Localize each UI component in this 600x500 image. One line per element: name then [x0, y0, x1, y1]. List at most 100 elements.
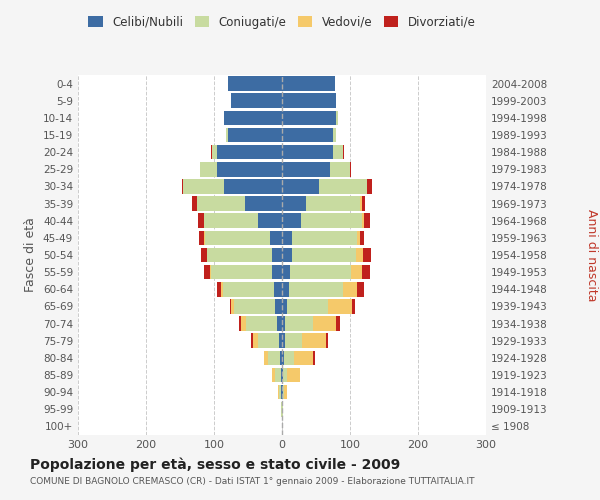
Bar [217, 282, 221, 296]
Bar [231, 94, 282, 108]
Bar [333, 128, 337, 142]
Bar [282, 214, 301, 228]
Bar [272, 265, 282, 280]
Bar [210, 265, 211, 280]
Bar [282, 282, 289, 296]
Bar [326, 334, 328, 348]
Bar [199, 214, 204, 228]
Bar [306, 196, 360, 211]
Bar [337, 316, 340, 331]
Bar [284, 385, 287, 400]
Bar [221, 282, 223, 296]
Bar [224, 179, 282, 194]
Bar [201, 248, 206, 262]
Bar [282, 402, 283, 416]
Bar [352, 265, 362, 280]
Bar [282, 162, 329, 176]
Bar [191, 196, 197, 211]
Bar [279, 385, 281, 400]
Bar [275, 299, 282, 314]
Bar [227, 128, 282, 142]
Bar [282, 350, 284, 365]
Bar [313, 316, 337, 331]
Bar [282, 316, 286, 331]
Bar [224, 110, 282, 125]
Bar [290, 265, 352, 280]
Bar [362, 196, 365, 211]
Bar [230, 299, 231, 314]
Bar [258, 214, 282, 228]
Bar [197, 196, 245, 211]
Bar [227, 76, 282, 91]
Bar [272, 248, 282, 262]
Bar [184, 179, 224, 194]
Bar [364, 214, 370, 228]
Bar [211, 145, 212, 160]
Text: COMUNE DI BAGNOLO CREMASCO (CR) - Dati ISTAT 1° gennaio 2009 - Elaborazione TUTT: COMUNE DI BAGNOLO CREMASCO (CR) - Dati I… [30, 478, 475, 486]
Bar [182, 179, 184, 194]
Bar [286, 316, 313, 331]
Bar [231, 299, 235, 314]
Bar [280, 350, 282, 365]
Bar [356, 248, 363, 262]
Bar [329, 162, 350, 176]
Bar [268, 350, 280, 365]
Bar [200, 162, 217, 176]
Bar [281, 368, 282, 382]
Bar [283, 368, 287, 382]
Bar [360, 230, 364, 245]
Bar [207, 248, 272, 262]
Bar [313, 350, 314, 365]
Bar [357, 230, 360, 245]
Bar [292, 248, 356, 262]
Bar [239, 316, 241, 331]
Bar [245, 196, 282, 211]
Bar [352, 299, 355, 314]
Bar [217, 145, 282, 160]
Bar [282, 368, 283, 382]
Bar [206, 248, 207, 262]
Bar [285, 334, 302, 348]
Bar [251, 334, 253, 348]
Bar [199, 230, 205, 245]
Bar [302, 334, 326, 348]
Bar [241, 316, 246, 331]
Bar [292, 230, 357, 245]
Bar [282, 230, 292, 245]
Bar [282, 299, 287, 314]
Bar [343, 145, 344, 160]
Bar [226, 128, 227, 142]
Legend: Celibi/Nubili, Coniugati/e, Vedovi/e, Divorziati/e: Celibi/Nubili, Coniugati/e, Vedovi/e, Di… [83, 11, 481, 34]
Bar [281, 385, 282, 400]
Bar [333, 145, 343, 160]
Bar [362, 214, 364, 228]
Bar [282, 179, 319, 194]
Bar [274, 282, 282, 296]
Bar [217, 162, 282, 176]
Bar [301, 214, 362, 228]
Text: Popolazione per età, sesso e stato civile - 2009: Popolazione per età, sesso e stato civil… [30, 458, 400, 472]
Bar [294, 350, 313, 365]
Bar [275, 368, 281, 382]
Bar [278, 385, 279, 400]
Bar [223, 282, 274, 296]
Bar [282, 265, 290, 280]
Bar [205, 230, 270, 245]
Bar [211, 265, 272, 280]
Bar [270, 230, 282, 245]
Bar [287, 299, 328, 314]
Bar [281, 402, 282, 416]
Bar [272, 368, 275, 382]
Bar [277, 316, 282, 331]
Bar [212, 145, 217, 160]
Bar [337, 110, 338, 125]
Bar [282, 94, 337, 108]
Bar [287, 368, 299, 382]
Bar [282, 248, 292, 262]
Bar [282, 196, 306, 211]
Bar [363, 248, 371, 262]
Bar [235, 299, 275, 314]
Bar [246, 316, 277, 331]
Bar [289, 282, 343, 296]
Bar [278, 334, 282, 348]
